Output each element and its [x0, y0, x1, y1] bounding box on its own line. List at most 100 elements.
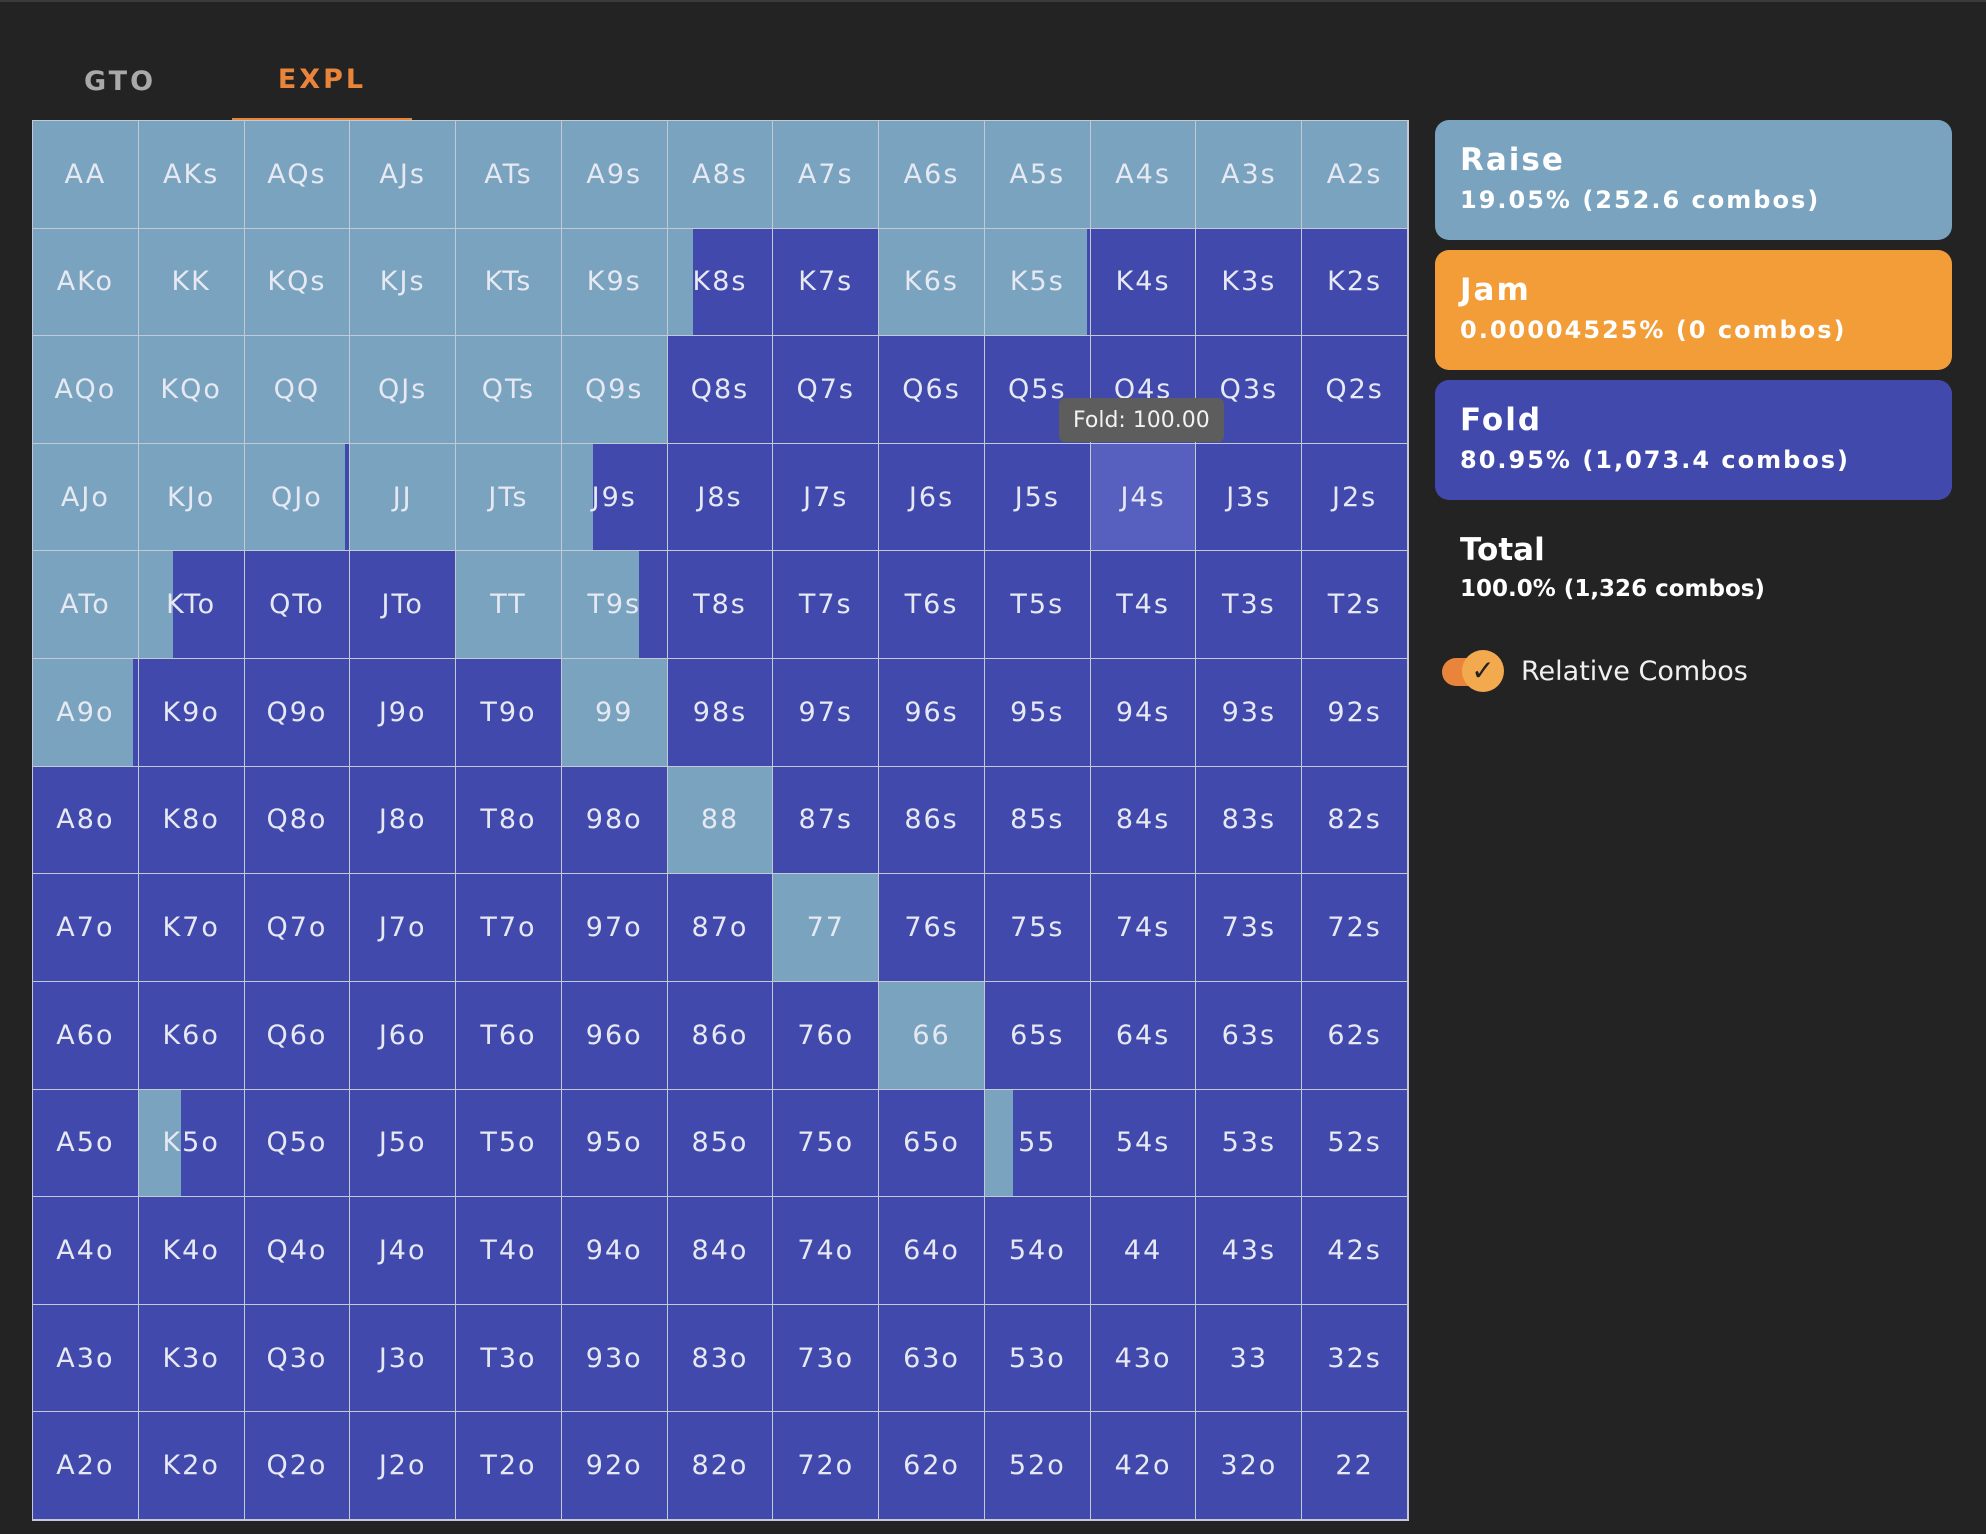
hand-cell-K8s[interactable]: K8s	[667, 228, 774, 337]
hand-cell-J2o[interactable]: J2o	[350, 1412, 457, 1520]
hand-cell-99[interactable]: 99	[561, 659, 668, 767]
hand-cell-T2o[interactable]: T2o	[456, 1412, 562, 1520]
hand-cell-32s[interactable]: 32s	[1302, 1304, 1408, 1413]
hand-cell-QJs[interactable]: QJs	[350, 336, 457, 444]
hand-cell-96o[interactable]: 96o	[561, 981, 668, 1090]
hand-cell-KJs[interactable]: KJs	[350, 228, 457, 337]
hand-cell-53s[interactable]: 53s	[1196, 1089, 1303, 1198]
hand-cell-KK[interactable]: KK	[138, 228, 245, 337]
hand-cell-87s[interactable]: 87s	[773, 766, 880, 875]
hand-cell-77[interactable]: 77	[773, 874, 880, 982]
hand-cell-AQs[interactable]: AQs	[244, 121, 351, 229]
hand-cell-54o[interactable]: 54o	[984, 1197, 1091, 1305]
hand-cell-AKo[interactable]: AKo	[33, 228, 139, 337]
hand-cell-A8o[interactable]: A8o	[33, 766, 139, 875]
hand-cell-QJo[interactable]: QJo	[244, 443, 351, 552]
hand-cell-86s[interactable]: 86s	[879, 766, 985, 875]
hand-cell-JTo[interactable]: JTo	[350, 551, 457, 660]
hand-cell-Q7s[interactable]: Q7s	[773, 336, 880, 444]
hand-cell-T7s[interactable]: T7s	[773, 551, 880, 660]
hand-cell-T7o[interactable]: T7o	[456, 874, 562, 982]
hand-cell-TT[interactable]: TT	[456, 551, 562, 660]
hand-cell-A6o[interactable]: A6o	[33, 981, 139, 1090]
hand-cell-K4s[interactable]: K4s	[1090, 228, 1197, 337]
hand-cell-Q4o[interactable]: Q4o	[244, 1197, 351, 1305]
hand-cell-A9s[interactable]: A9s	[561, 121, 668, 229]
hand-cell-KTo[interactable]: KTo	[138, 551, 245, 660]
hand-cell-J7s[interactable]: J7s	[773, 443, 880, 552]
hand-cell-92o[interactable]: 92o	[561, 1412, 668, 1520]
hand-cell-T6s[interactable]: T6s	[879, 551, 985, 660]
hand-cell-76o[interactable]: 76o	[773, 981, 880, 1090]
hand-cell-84o[interactable]: 84o	[667, 1197, 774, 1305]
hand-cell-A5s[interactable]: A5s	[984, 121, 1091, 229]
hand-cell-Q8s[interactable]: Q8s	[667, 336, 774, 444]
hand-cell-J6s[interactable]: J6s	[879, 443, 985, 552]
hand-cell-AQo[interactable]: AQo	[33, 336, 139, 444]
hand-cell-K6o[interactable]: K6o	[138, 981, 245, 1090]
hand-cell-94s[interactable]: 94s	[1090, 659, 1197, 767]
hand-cell-92s[interactable]: 92s	[1302, 659, 1408, 767]
hand-cell-QQ[interactable]: QQ	[244, 336, 351, 444]
relative-combos-toggle[interactable]: ✓ Relative Combos	[1442, 649, 1748, 692]
hand-cell-T3s[interactable]: T3s	[1196, 551, 1303, 660]
hand-cell-AA[interactable]: AA	[33, 121, 139, 229]
hand-cell-93s[interactable]: 93s	[1196, 659, 1303, 767]
hand-cell-ATs[interactable]: ATs	[456, 121, 562, 229]
hand-cell-T3o[interactable]: T3o	[456, 1304, 562, 1413]
hand-cell-74s[interactable]: 74s	[1090, 874, 1197, 982]
hand-cell-73o[interactable]: 73o	[773, 1304, 880, 1413]
hand-cell-KQs[interactable]: KQs	[244, 228, 351, 337]
hand-cell-QTo[interactable]: QTo	[244, 551, 351, 660]
hand-cell-KTs[interactable]: KTs	[456, 228, 562, 337]
tab-expl[interactable]: EXPL	[232, 40, 412, 122]
hand-cell-A5o[interactable]: A5o	[33, 1089, 139, 1198]
hand-cell-J3s[interactable]: J3s	[1196, 443, 1303, 552]
hand-cell-A8s[interactable]: A8s	[667, 121, 774, 229]
checkmark-icon[interactable]: ✓	[1462, 649, 1504, 692]
hand-cell-52s[interactable]: 52s	[1302, 1089, 1408, 1198]
hand-cell-64o[interactable]: 64o	[879, 1197, 985, 1305]
hand-cell-63o[interactable]: 63o	[879, 1304, 985, 1413]
hand-cell-K6s[interactable]: K6s	[879, 228, 985, 337]
hand-cell-KQo[interactable]: KQo	[138, 336, 245, 444]
hand-cell-KJo[interactable]: KJo	[138, 443, 245, 552]
hand-cell-87o[interactable]: 87o	[667, 874, 774, 982]
hand-cell-43o[interactable]: 43o	[1090, 1304, 1197, 1413]
hand-cell-A9o[interactable]: A9o	[33, 659, 139, 767]
hand-cell-83o[interactable]: 83o	[667, 1304, 774, 1413]
hand-cell-94o[interactable]: 94o	[561, 1197, 668, 1305]
hand-cell-Q2s[interactable]: Q2s	[1302, 336, 1408, 444]
hand-cell-98s[interactable]: 98s	[667, 659, 774, 767]
hand-cell-Q9o[interactable]: Q9o	[244, 659, 351, 767]
hand-cell-AJs[interactable]: AJs	[350, 121, 457, 229]
hand-cell-64s[interactable]: 64s	[1090, 981, 1197, 1090]
hand-cell-72s[interactable]: 72s	[1302, 874, 1408, 982]
hand-cell-J5o[interactable]: J5o	[350, 1089, 457, 1198]
raise-action-panel[interactable]: Raise 19.05% (252.6 combos)	[1435, 120, 1952, 240]
hand-cell-42o[interactable]: 42o	[1090, 1412, 1197, 1520]
hand-cell-62o[interactable]: 62o	[879, 1412, 985, 1520]
hand-cell-QTs[interactable]: QTs	[456, 336, 562, 444]
hand-cell-J6o[interactable]: J6o	[350, 981, 457, 1090]
hand-cell-T4s[interactable]: T4s	[1090, 551, 1197, 660]
hand-cell-T8s[interactable]: T8s	[667, 551, 774, 660]
hand-cell-JJ[interactable]: JJ	[350, 443, 457, 552]
hand-cell-85s[interactable]: 85s	[984, 766, 1091, 875]
hand-cell-T4o[interactable]: T4o	[456, 1197, 562, 1305]
hand-cell-A7s[interactable]: A7s	[773, 121, 880, 229]
hand-cell-97s[interactable]: 97s	[773, 659, 880, 767]
hand-cell-66[interactable]: 66	[879, 981, 985, 1090]
hand-cell-33[interactable]: 33	[1196, 1304, 1303, 1413]
hand-cell-95o[interactable]: 95o	[561, 1089, 668, 1198]
hand-cell-T2s[interactable]: T2s	[1302, 551, 1408, 660]
hand-cell-42s[interactable]: 42s	[1302, 1197, 1408, 1305]
hand-cell-76s[interactable]: 76s	[879, 874, 985, 982]
hand-cell-Q9s[interactable]: Q9s	[561, 336, 668, 444]
hand-cell-85o[interactable]: 85o	[667, 1089, 774, 1198]
hand-cell-54s[interactable]: 54s	[1090, 1089, 1197, 1198]
hand-cell-T6o[interactable]: T6o	[456, 981, 562, 1090]
hand-cell-43s[interactable]: 43s	[1196, 1197, 1303, 1305]
hand-cell-J9o[interactable]: J9o	[350, 659, 457, 767]
hand-cell-Q6o[interactable]: Q6o	[244, 981, 351, 1090]
